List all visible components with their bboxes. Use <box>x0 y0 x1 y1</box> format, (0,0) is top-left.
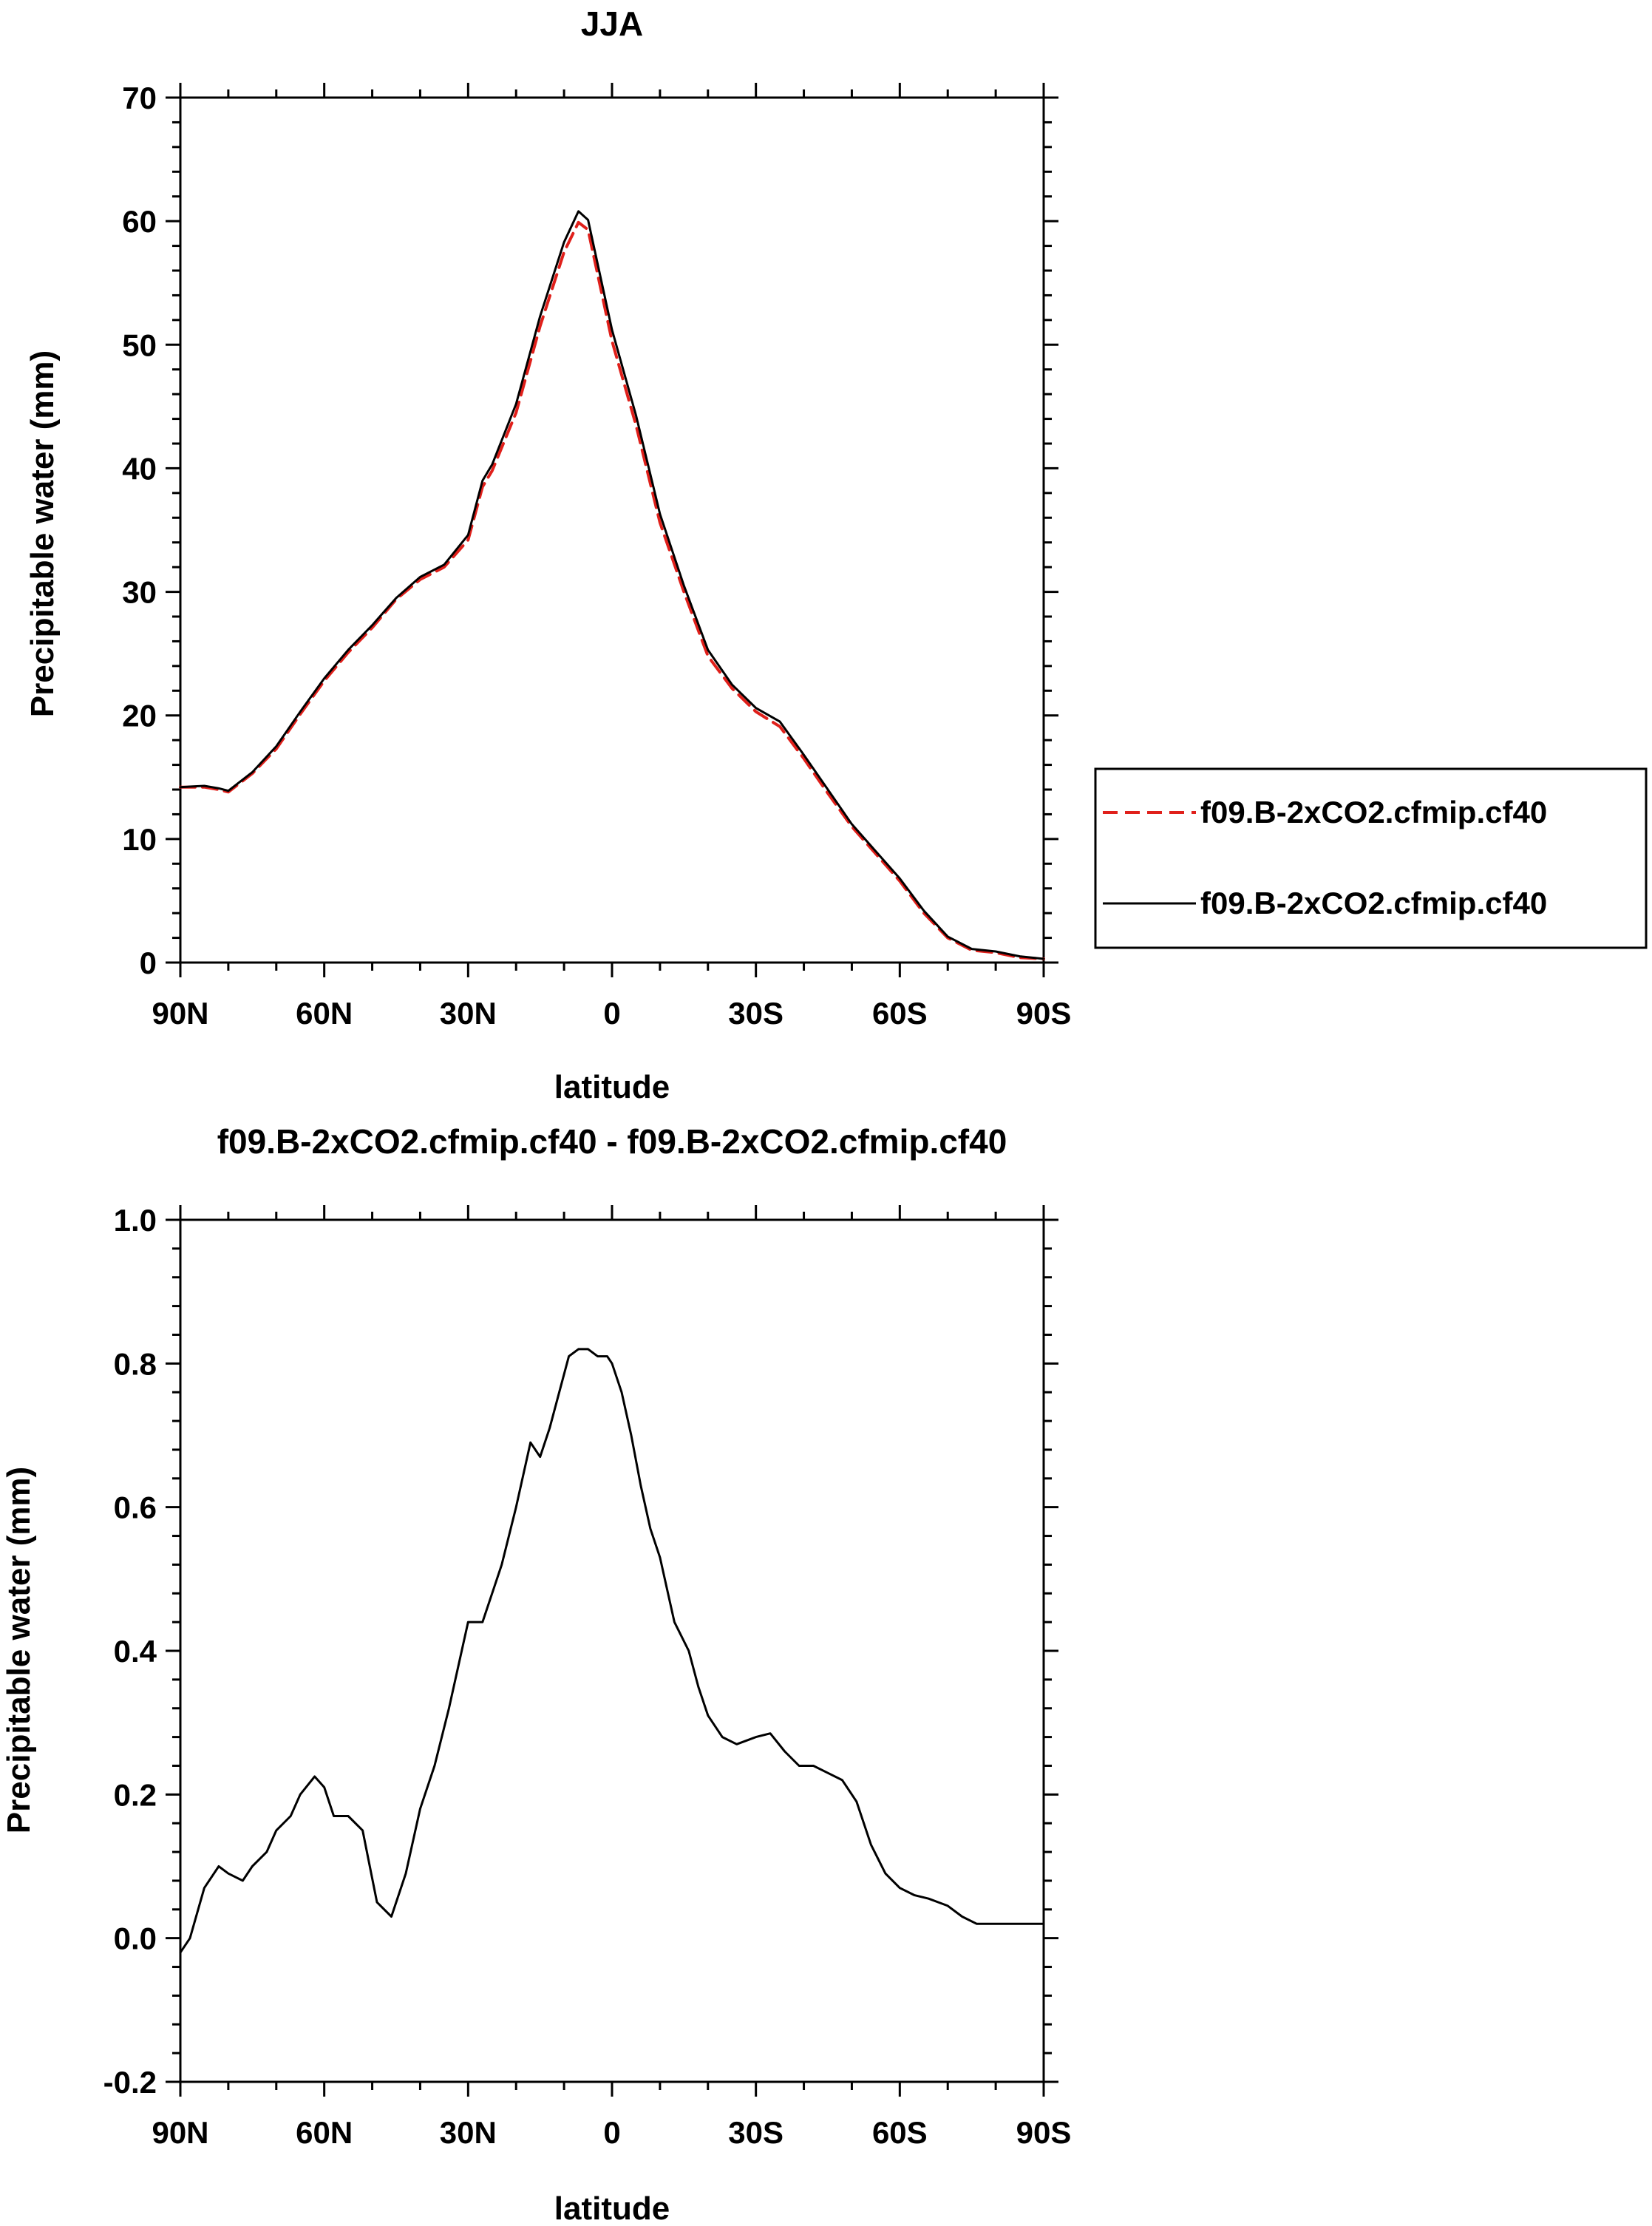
y-tick-label: 50 <box>122 328 157 362</box>
tick-marks <box>166 1205 1058 2097</box>
series-line-dashed <box>179 220 1045 960</box>
y-tick-label: 10 <box>122 822 157 857</box>
y-tick-labels: 0 10 20 30 40 50 60 70 <box>122 81 157 980</box>
x-tick-label: 90S <box>1016 2115 1072 2150</box>
x-tick-label: 60S <box>872 996 928 1031</box>
x-tick-label: 90S <box>1016 996 1072 1031</box>
chart-title: JJA <box>581 4 643 43</box>
x-tick-label: 0 <box>603 996 620 1031</box>
top-chart: JJA 90N 60N 30N 0 30S 60S 90S 010203040506070 … <box>24 4 1648 1105</box>
x-tick-label: 60N <box>296 2115 353 2150</box>
legend-label: f09.B-2xCO2.cfmip.cf40 <box>1200 886 1547 920</box>
legend-label: f09.B-2xCO2.cfmip.cf40 <box>1200 795 1547 829</box>
x-tick-label: 30S <box>728 996 783 1031</box>
y-tick-label: 0.2 <box>114 1777 157 1812</box>
legend-box <box>1094 767 1648 949</box>
y-tick-label: 1.0 <box>114 1203 157 1238</box>
y-tick-label: 0.6 <box>114 1490 157 1525</box>
chart-title: f09.B-2xCO2.cfmip.cf40 - f09.B-2xCO2.cfm… <box>217 1122 1007 1161</box>
x-tick-label: 30N <box>440 2115 497 2150</box>
x-tick-label: 60S <box>872 2115 928 2150</box>
x-axis-label: latitude <box>554 2191 670 2226</box>
x-tick-label: 60N <box>296 996 353 1031</box>
y-tick-label: 0.8 <box>114 1346 157 1381</box>
y-tick-label: 20 <box>122 699 157 733</box>
tick-marks <box>166 83 1058 977</box>
y-axis-label: Precipitable water (mm) <box>1 1467 37 1833</box>
y-tick-label: 40 <box>122 451 157 486</box>
series-line-solid <box>179 1348 1045 1954</box>
x-tick-label: 0 <box>603 2115 620 2150</box>
y-tick-label: 70 <box>122 81 157 115</box>
x-tick-label: 90N <box>152 996 208 1031</box>
y-tick-label: 0 <box>140 946 157 980</box>
x-tick-label: 30N <box>440 996 497 1031</box>
legend: f09.B-2xCO2.cfmip.cf40 f09.B-2xCO2.cfmip… <box>1094 767 1648 949</box>
x-tick-labels: 90N 60N 30N 0 30S 60S 90S <box>152 996 1071 1031</box>
x-tick-label: 30S <box>728 2115 783 2150</box>
series-line-solid <box>179 210 1045 960</box>
y-tick-label: 0.4 <box>114 1634 157 1669</box>
y-tick-label: 0.0 <box>114 1921 157 1956</box>
y-tick-labels: -0.2 0.0 0.2 0.4 0.6 0.8 1.0 <box>103 1203 157 2100</box>
x-tick-labels: 90N 60N 30N 0 30S 60S 90S <box>152 2115 1071 2150</box>
x-axis-label: latitude <box>554 1069 670 1105</box>
x-tick-label: 90N <box>152 2115 208 2150</box>
y-tick-label: -0.2 <box>103 2065 157 2100</box>
y-tick-label: 30 <box>122 575 157 610</box>
bottom-chart: f09.B-2xCO2.cfmip.cf40 - f09.B-2xCO2.cfm… <box>1 1122 1071 2226</box>
y-axis-label: Precipitable water (mm) <box>24 350 61 717</box>
y-tick-label: 60 <box>122 204 157 239</box>
